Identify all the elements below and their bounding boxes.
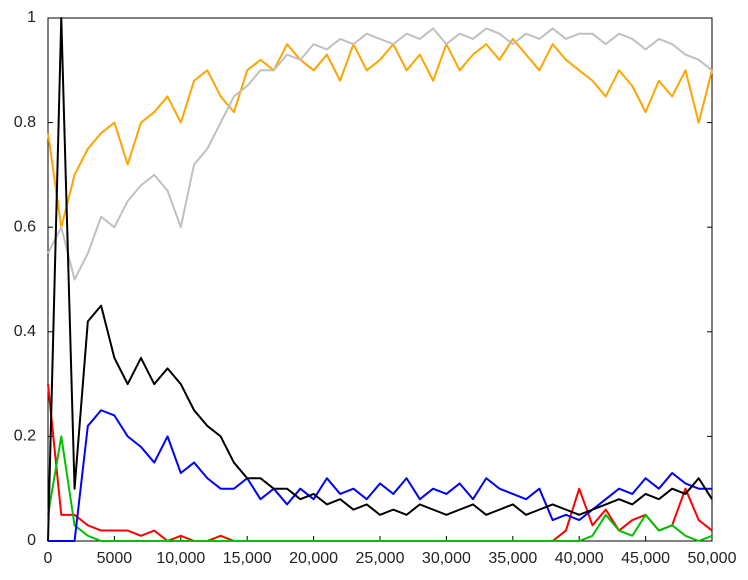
y-tick-label: 0.8	[14, 114, 36, 131]
x-tick-label: 40,000	[555, 550, 604, 567]
x-tick-label: 10,000	[156, 550, 205, 567]
data-line	[47, 37, 713, 229]
y-tick-label: 0.6	[14, 218, 36, 235]
data-line	[47, 435, 713, 542]
x-tick-label: 0	[44, 550, 53, 567]
x-tick-label: 25,000	[356, 550, 405, 567]
data-line	[47, 383, 713, 542]
data-line	[47, 17, 713, 542]
y-tick-label: 0.4	[14, 323, 36, 340]
y-tick-label: 0.2	[14, 428, 36, 445]
x-tick-label: 5000	[97, 550, 133, 567]
y-tick-label: 1	[27, 9, 36, 26]
data-line	[48, 409, 712, 542]
x-tick-label: 20,000	[289, 550, 338, 567]
x-tick-label: 45,000	[621, 550, 670, 567]
data-line	[47, 27, 713, 281]
y-tick-label: 0	[27, 532, 36, 549]
x-tick-label: 35,000	[488, 550, 537, 567]
x-tick-label: 15,000	[223, 550, 272, 567]
x-tick-label: 50,000	[688, 550, 737, 567]
x-tick-label: 30,000	[422, 550, 471, 567]
plot-frame	[47, 17, 713, 542]
